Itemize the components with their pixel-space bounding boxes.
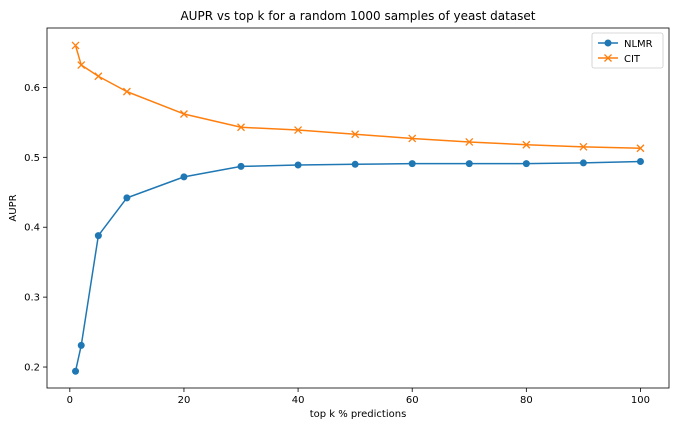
data-point-cit: [636, 144, 645, 153]
legend-marker-cit: [604, 54, 612, 62]
x-axis-label: top k % predictions: [310, 409, 407, 420]
y-tick-label: 0.4: [24, 223, 40, 234]
data-point-nlmr: [522, 160, 530, 168]
y-tick-label: 0.3: [24, 293, 40, 304]
data-point-cit: [351, 130, 360, 139]
y-tick-label: 0.2: [24, 363, 40, 374]
data-point-cit: [179, 110, 188, 118]
x-tick-label: 60: [406, 395, 419, 406]
data-point-cit: [122, 87, 131, 96]
x-axis: 0 20 40 60 80 100: [67, 388, 650, 406]
data-point-nlmr: [579, 159, 587, 167]
chart-title: AUPR vs top k for a random 1000 samples …: [180, 9, 535, 23]
data-point-cit: [465, 137, 474, 146]
data-point-nlmr: [77, 341, 85, 349]
data-point-cit: [94, 72, 103, 81]
data-point-cit: [237, 123, 245, 132]
x-tick-label: 100: [631, 395, 650, 406]
y-axis: 0.2 0.3 0.4 0.5 0.6: [24, 83, 47, 374]
data-point-nlmr: [294, 161, 302, 169]
y-tick-label: 0.5: [24, 153, 40, 164]
plot-area: [46, 27, 670, 389]
y-tick-label: 0.6: [24, 83, 40, 94]
x-tick-label: 40: [292, 395, 305, 406]
data-point-nlmr: [237, 162, 245, 170]
x-tick-label: 20: [178, 395, 191, 406]
series-layer: [71, 41, 645, 375]
data-point-nlmr: [123, 194, 131, 202]
data-point-nlmr: [72, 367, 80, 375]
data-point-nlmr: [636, 158, 644, 166]
y-axis-label: AUPR: [8, 194, 19, 221]
legend-marker-nlmr: [604, 39, 612, 47]
data-point-nlmr: [408, 160, 416, 168]
legend: NLMR CIT: [591, 32, 664, 69]
data-point-cit: [579, 142, 588, 151]
x-tick-label: 0: [67, 395, 73, 406]
data-point-nlmr: [180, 173, 188, 181]
data-point-nlmr: [351, 160, 359, 168]
legend-label-nlmr: NLMR: [624, 39, 653, 50]
data-point-cit: [71, 41, 80, 50]
data-point-cit: [522, 140, 531, 149]
legend-label-cit: CIT: [624, 54, 641, 65]
data-point-cit: [77, 61, 86, 70]
data-point-nlmr: [94, 232, 102, 240]
data-point-cit: [294, 126, 303, 135]
x-tick-label: 80: [520, 395, 533, 406]
data-point-cit: [408, 134, 417, 143]
data-point-nlmr: [465, 160, 473, 168]
